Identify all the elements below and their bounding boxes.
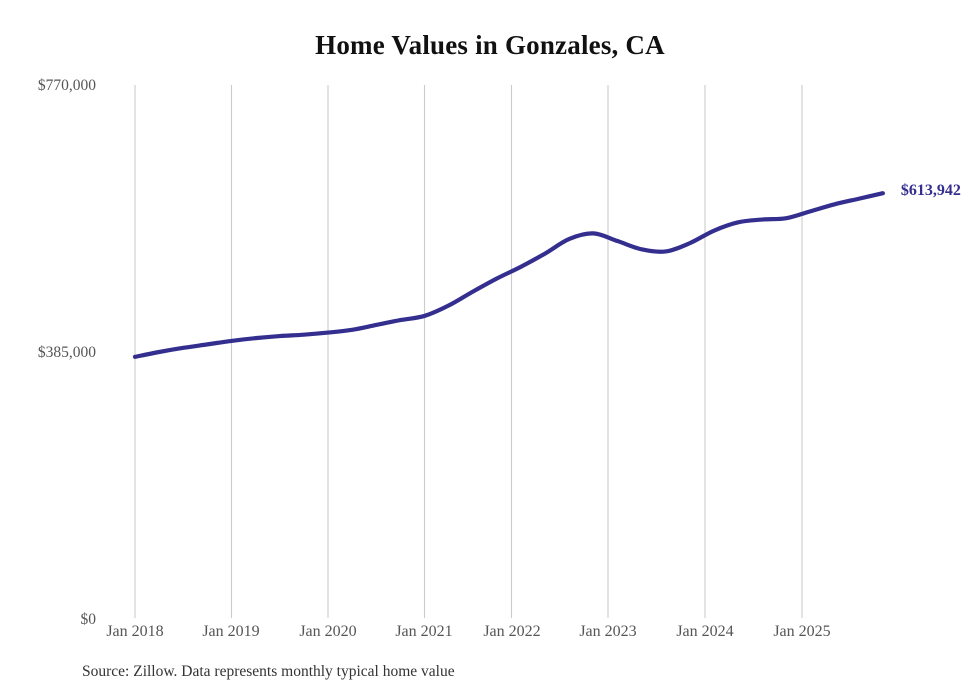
x-axis-tick-jan-2024: Jan 2024 (676, 623, 734, 640)
x-axis-tick-jan-2023: Jan 2023 (579, 623, 637, 640)
x-axis-tick-jan-2019: Jan 2019 (202, 623, 260, 640)
x-axis-tick-jan-2020: Jan 2020 (299, 623, 357, 640)
x-axis-tick-jan-2022: Jan 2022 (483, 623, 541, 640)
page-title: Home Values in Gonzales, CA (315, 30, 665, 60)
source-note: Source: Zillow. Data represents monthly … (82, 663, 455, 680)
x-axis-tick-jan-2025: Jan 2025 (773, 623, 831, 640)
x-axis-tick-jan-2018: Jan 2018 (106, 623, 164, 640)
y-axis-tick-mid: $385,000 (37, 344, 96, 361)
y-axis-tick-top: $770,000 (37, 77, 96, 94)
series-line-typical-home-value (132, 191, 885, 359)
y-axis-tick-zero: $0 (80, 611, 97, 628)
x-axis-tick-jan-2021: Jan 2021 (395, 623, 453, 640)
series-end-value-label: $613,942 (900, 182, 961, 200)
x-gridlines (134, 85, 803, 618)
